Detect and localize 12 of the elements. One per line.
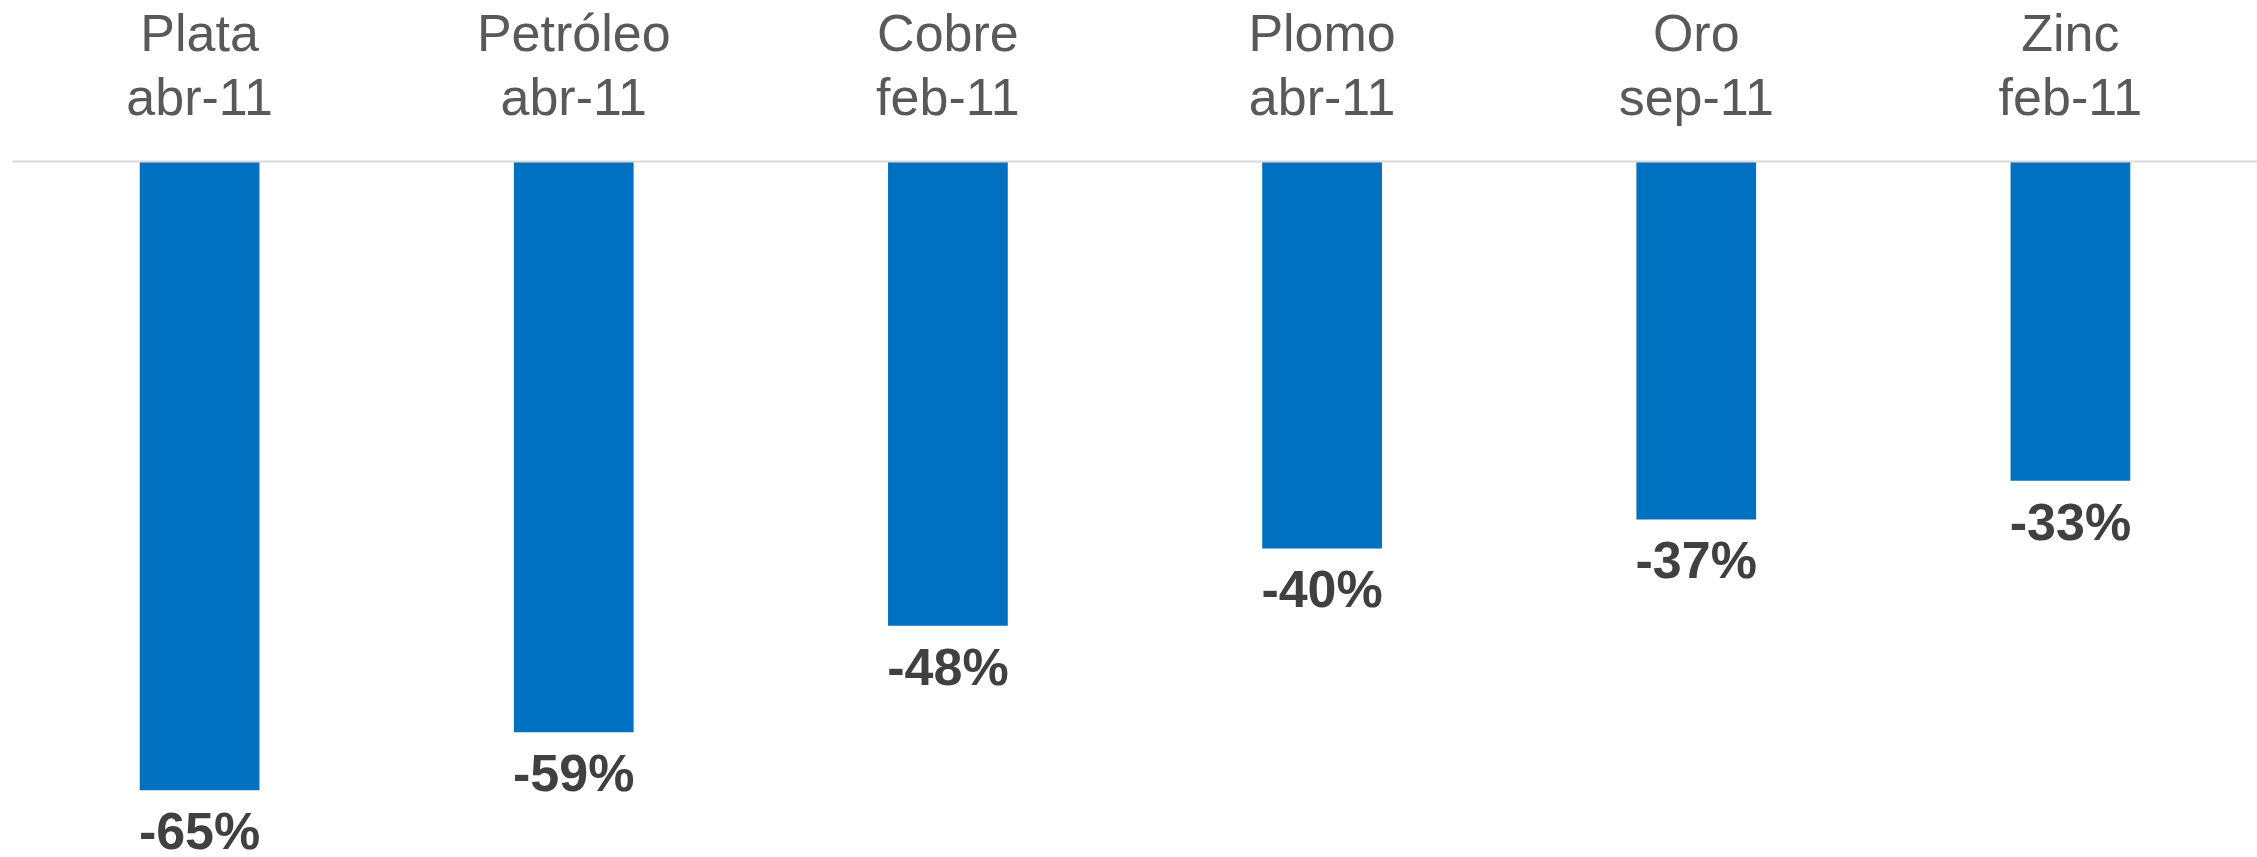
x-tick-label: Petróleo abr-11 (476, 3, 671, 126)
x-tick-label: Cobre feb-11 (876, 3, 1020, 126)
data-label: -59% (513, 744, 635, 803)
x-tick-label: Plomo abr-11 (1248, 3, 1396, 126)
x-tick-label: Oro sep-11 (1618, 3, 1774, 126)
data-label: -40% (1261, 560, 1383, 619)
data-label: -37% (1635, 531, 1757, 590)
data-label: -33% (2009, 492, 2132, 551)
data-label: -48% (887, 637, 1009, 696)
x-tick-label: Zinc feb-11 (1998, 3, 2143, 126)
x-tick-label: Plata abr-11 (126, 3, 273, 126)
data-label: -65% (138, 802, 261, 857)
